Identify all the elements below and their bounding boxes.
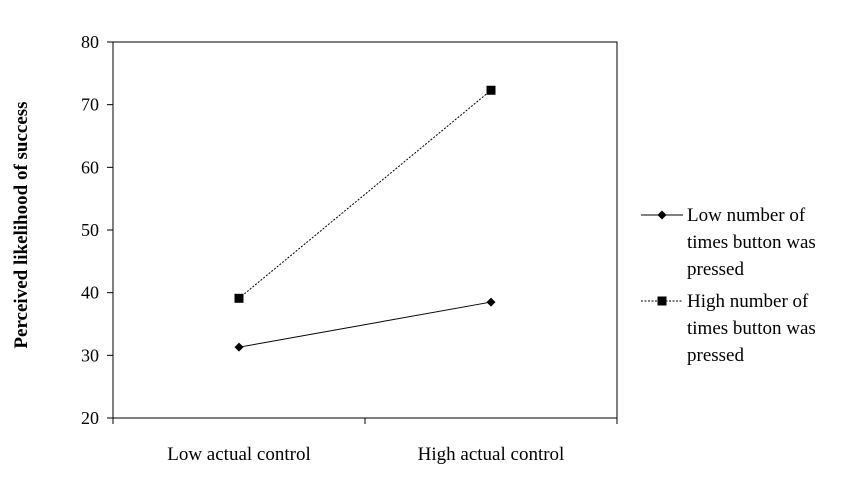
data-point (234, 342, 244, 352)
series-1 (234, 297, 496, 352)
data-point (486, 85, 496, 95)
series-line (238, 301, 492, 348)
legend-label: Low number of times button was pressed (687, 205, 816, 280)
y-tick-label: 70 (81, 95, 99, 115)
y-tick-label: 80 (81, 32, 99, 52)
y-axis-label: Perceived likelihood of success (11, 101, 32, 348)
y-tick-label: 60 (81, 157, 99, 177)
legend: Low number of times button was pressed High… (641, 205, 816, 366)
y-tick-label: 30 (81, 345, 99, 365)
legend-marker (657, 210, 667, 220)
y-tick-label: 50 (81, 220, 99, 240)
series-line (238, 89, 492, 299)
y-axis: 20 30 40 50 60 70 80 (81, 32, 113, 428)
series-layer (234, 85, 496, 352)
legend-item: High number of times button was pressed (641, 291, 816, 366)
y-tick-label: 40 (81, 283, 99, 303)
series-2 (234, 85, 496, 303)
data-point (486, 297, 496, 307)
x-axis: Low actual control High actual control (112, 418, 618, 465)
x-tick-label: High actual control (418, 444, 565, 465)
legend-label: High number of times button was pressed (687, 291, 816, 366)
data-point (234, 293, 244, 303)
plot-area (112, 41, 618, 419)
x-tick-label: Low actual control (167, 444, 311, 465)
legend-item: Low number of times button was pressed (641, 205, 816, 280)
legend-marker (657, 296, 667, 306)
y-tick-label: 20 (81, 408, 99, 428)
